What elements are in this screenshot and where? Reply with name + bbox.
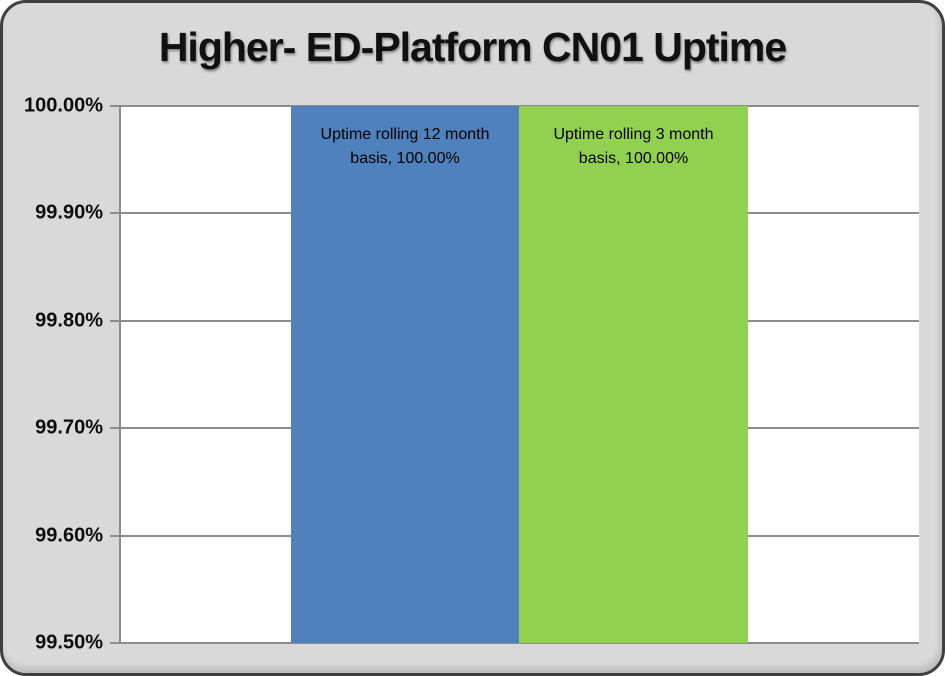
y-axis-tick-label: 100.00% <box>24 94 103 117</box>
y-axis-tick-label: 99.90% <box>35 201 103 224</box>
y-axis-tick-label: 99.80% <box>35 309 103 332</box>
y-axis-tick-label: 99.50% <box>35 631 103 654</box>
y-axis-tick-label: 99.70% <box>35 416 103 439</box>
plot-area: Uptime rolling 12 month basis, 100.00% U… <box>110 105 919 644</box>
bar-uptime-rolling-3-month[interactable]: Uptime rolling 3 month basis, 100.00% <box>519 106 748 643</box>
gridline <box>110 642 919 644</box>
bar-data-label: Uptime rolling 12 month basis, 100.00% <box>320 126 490 167</box>
y-axis-line <box>119 106 121 643</box>
bar-uptime-rolling-12-month[interactable]: Uptime rolling 12 month basis, 100.00% <box>291 106 519 643</box>
chart-title: Higher- ED-Platform CN01 Uptime <box>158 24 787 70</box>
bar-data-label: Uptime rolling 3 month basis, 100.00% <box>553 126 714 167</box>
y-axis: 100.00% 99.90% 99.80% 99.70% 99.60% 99.50% <box>7 95 103 654</box>
y-axis-tick-label: 99.60% <box>35 524 103 547</box>
